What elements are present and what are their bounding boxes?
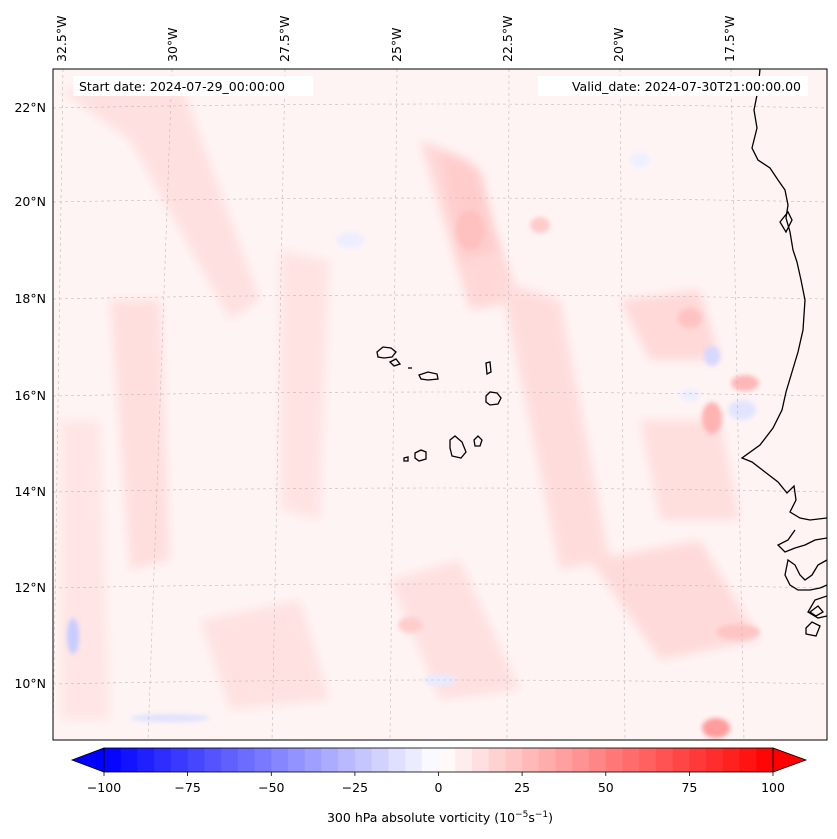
colorbar-cell — [756, 748, 774, 772]
colorbar-tick-label: 50 — [598, 780, 614, 795]
colorbar-cell — [555, 748, 573, 772]
colorbar-cell — [237, 748, 256, 772]
colorbar-label: 300 hPa absolute vorticity (10−5s−1) — [327, 810, 553, 825]
colorbar-tick-label: −50 — [258, 780, 284, 795]
colorbar-tick-labels: −100 −75 −50 −25 0 25 50 75 100 — [87, 780, 785, 795]
colorbar-cell — [505, 748, 523, 772]
colorbar-cell — [438, 748, 456, 772]
valid-date-label: Valid_date: 2024-07-30T21:00:00.00 — [572, 79, 801, 94]
lon-label: 22.5°W — [500, 16, 515, 62]
valid-date-box — [538, 76, 808, 96]
colorbar-cell — [287, 748, 306, 772]
lat-label: 16°N — [14, 388, 46, 403]
colorbar-tick-label: −100 — [87, 780, 121, 795]
colorbar-cell — [405, 748, 423, 772]
colorbar-cell — [154, 748, 172, 772]
lat-label: 20°N — [14, 194, 46, 209]
lon-label: 25°W — [389, 27, 404, 62]
colorbar-cell — [655, 748, 674, 772]
colorbar-cell — [120, 748, 138, 772]
colorbar-cell — [672, 748, 690, 772]
colorbar-tick-label: −75 — [174, 780, 200, 795]
colorbar-cell — [187, 748, 205, 772]
lat-label: 18°N — [14, 291, 46, 306]
colorbar-cell — [739, 748, 757, 772]
colorbar-cell — [137, 748, 155, 772]
colorbar-tick-label: 25 — [514, 780, 530, 795]
colorbar-tick-label: 75 — [681, 780, 697, 795]
colorbar-cell — [471, 748, 490, 772]
colorbar-max-extend — [772, 747, 808, 773]
coastline — [376, 69, 827, 637]
colorbar-tick-label: −25 — [342, 780, 368, 795]
lon-label: 32.5°W — [54, 16, 69, 62]
longitude-labels: 32.5°W 30°W 27.5°W 25°W 22.5°W 20°W 17.5… — [54, 16, 737, 62]
colorbar-cell — [589, 748, 607, 772]
start-date-box — [73, 76, 313, 96]
colorbar-cells — [104, 748, 774, 772]
colorbar-cell — [572, 748, 590, 772]
colorbar-ticks — [103, 772, 774, 776]
map-frame — [52, 68, 828, 741]
colorbar-cell — [170, 748, 189, 772]
latitude-labels: 22°N 20°N 18°N 16°N 14°N 12°N 10°N — [14, 100, 46, 691]
colorbar-cell — [271, 748, 289, 772]
colorbar-cell — [605, 748, 623, 772]
colorbar-cell — [204, 748, 222, 772]
colorbar-cell — [371, 748, 389, 772]
colorbar-tick-label: 0 — [435, 780, 443, 795]
lat-label: 14°N — [14, 484, 46, 499]
colorbar-cell — [488, 748, 506, 772]
lat-label: 12°N — [14, 580, 46, 595]
colorbar-cell — [522, 748, 540, 772]
colorbar-cell — [706, 748, 724, 772]
vorticity-field — [53, 69, 827, 740]
colorbar-cell — [388, 748, 406, 772]
colorbar-cell — [722, 748, 741, 772]
colorbar-cell — [104, 748, 122, 772]
colorbar-cell — [321, 748, 339, 772]
colorbar-cell — [639, 748, 657, 772]
colorbar: −100 −75 −50 −25 0 25 50 75 100 300 hPa … — [70, 747, 808, 825]
lon-label: 17.5°W — [722, 16, 737, 62]
colorbar-cell — [338, 748, 356, 772]
graticule — [53, 69, 827, 740]
colorbar-tick-label: 100 — [761, 780, 785, 795]
lat-label: 10°N — [14, 676, 46, 691]
colorbar-cell — [689, 748, 707, 772]
colorbar-cell — [421, 748, 440, 772]
colorbar-min-extend — [70, 747, 105, 773]
lon-label: 20°W — [611, 27, 626, 62]
colorbar-cell — [354, 748, 373, 772]
colorbar-cell — [622, 748, 640, 772]
lat-label: 22°N — [14, 100, 46, 115]
colorbar-cell — [455, 748, 473, 772]
colorbar-cell — [538, 748, 557, 772]
colorbar-cell — [254, 748, 272, 772]
colorbar-cell — [304, 748, 322, 772]
lon-label: 27.5°W — [277, 16, 292, 62]
lon-label: 30°W — [165, 27, 180, 62]
colorbar-cell — [221, 748, 239, 772]
start-date-label: Start date: 2024-07-29_00:00:00 — [79, 79, 285, 94]
